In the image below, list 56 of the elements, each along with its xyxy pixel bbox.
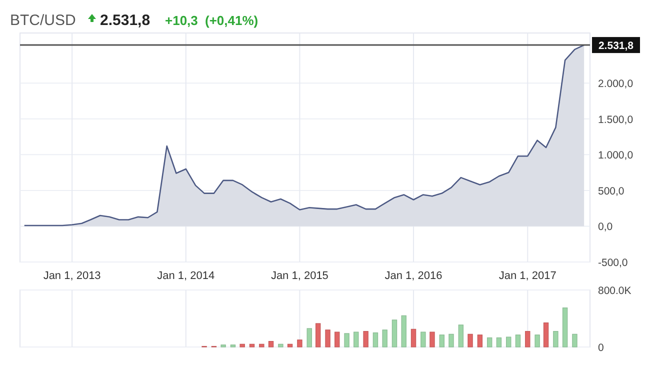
bar [477,334,483,348]
y-tick-label: 500,0 [598,185,624,198]
bar [278,344,284,348]
bar [315,323,321,348]
bar [572,334,578,348]
y-tick-label: -500,0 [598,257,628,269]
bar [401,315,406,348]
x-tick-label: Jan 1, 2016 [384,270,442,282]
y-tick-label: 2.000,0 [598,78,634,90]
y-tick-label: 800.0K [598,285,632,297]
bar [249,344,255,348]
bar [543,322,549,348]
x-tick-label: Jan 1, 2014 [157,270,215,282]
bar [410,328,416,348]
y-tick-label: 0 [598,342,604,354]
ref-line-label: 2.531,8 [598,40,634,52]
bar [306,328,312,348]
bar [287,344,293,348]
text: +10,3 [165,13,198,28]
y-tick-label: 1.000,0 [598,150,634,162]
bar [430,332,435,348]
bar [230,344,236,348]
bar [297,340,302,348]
bar [534,334,540,348]
bar [496,337,502,348]
bar [458,324,464,348]
y-tick-label: 1.500,0 [598,114,634,126]
x-tick-label: Jan 1, 2013 [43,270,101,282]
bar [392,320,398,348]
bar [268,341,274,348]
bar [515,334,521,348]
bar [420,332,426,348]
bar [325,330,330,348]
bar [344,333,350,348]
bar [220,344,226,348]
bar [506,336,512,348]
bar [240,344,245,348]
text: (+0,41%) [205,13,258,28]
bar [486,337,492,348]
x-tick-label: Jan 1, 2015 [270,270,328,282]
text: 2.531,8 [100,12,150,29]
bar [259,344,264,348]
bar [363,331,368,348]
bar [382,330,388,348]
bar [448,334,454,348]
x-tick-label: Jan 1, 2017 [498,270,556,282]
bar [553,331,558,348]
chart-title: BTC/USD [10,12,76,29]
y-tick-label: 0,0 [598,221,613,234]
bar [372,332,378,348]
bar [439,334,444,348]
bar [525,331,530,348]
bar [354,332,359,348]
bar [562,308,568,348]
bar [334,332,340,348]
bar [468,334,473,348]
